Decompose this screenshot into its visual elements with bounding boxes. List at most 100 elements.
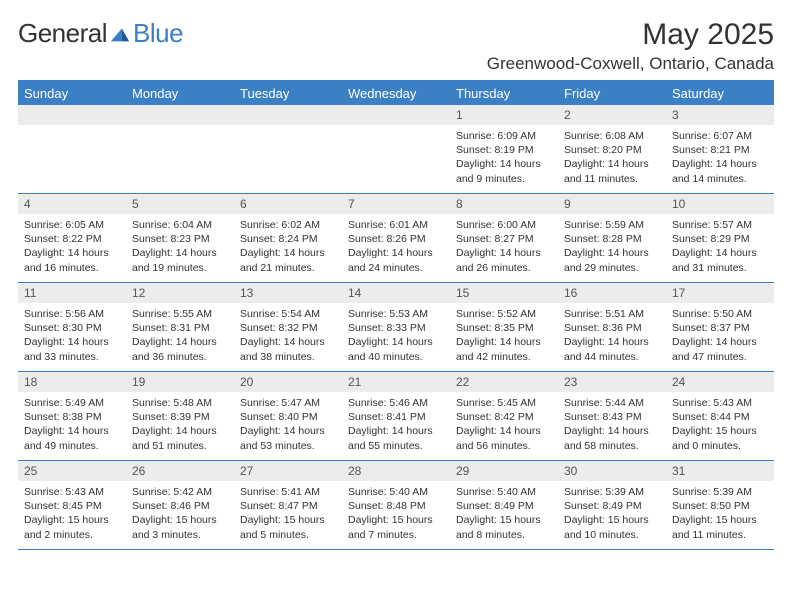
weekday-header: Saturday xyxy=(666,82,774,105)
day-cell: 7Sunrise: 6:01 AMSunset: 8:26 PMDaylight… xyxy=(342,194,450,282)
day-details: Sunrise: 5:47 AMSunset: 8:40 PMDaylight:… xyxy=(234,392,342,459)
day-cell: 2Sunrise: 6:08 AMSunset: 8:20 PMDaylight… xyxy=(558,105,666,193)
day-cell: 6Sunrise: 6:02 AMSunset: 8:24 PMDaylight… xyxy=(234,194,342,282)
day-details: Sunrise: 6:04 AMSunset: 8:23 PMDaylight:… xyxy=(126,214,234,281)
week-row: 18Sunrise: 5:49 AMSunset: 8:38 PMDayligh… xyxy=(18,372,774,461)
day-number: 10 xyxy=(666,194,774,214)
day-details: Sunrise: 5:39 AMSunset: 8:49 PMDaylight:… xyxy=(558,481,666,548)
day-details: Sunrise: 6:00 AMSunset: 8:27 PMDaylight:… xyxy=(450,214,558,281)
day-details: Sunrise: 5:40 AMSunset: 8:48 PMDaylight:… xyxy=(342,481,450,548)
day-number: 5 xyxy=(126,194,234,214)
day-details: Sunrise: 5:54 AMSunset: 8:32 PMDaylight:… xyxy=(234,303,342,370)
day-number: 25 xyxy=(18,461,126,481)
day-number: 22 xyxy=(450,372,558,392)
day-details: Sunrise: 5:41 AMSunset: 8:47 PMDaylight:… xyxy=(234,481,342,548)
day-number xyxy=(126,105,234,125)
weekday-header: Sunday xyxy=(18,82,126,105)
day-cell: 3Sunrise: 6:07 AMSunset: 8:21 PMDaylight… xyxy=(666,105,774,193)
day-number: 30 xyxy=(558,461,666,481)
day-cell: 13Sunrise: 5:54 AMSunset: 8:32 PMDayligh… xyxy=(234,283,342,371)
day-cell: 24Sunrise: 5:43 AMSunset: 8:44 PMDayligh… xyxy=(666,372,774,460)
day-number: 1 xyxy=(450,105,558,125)
day-cell: 10Sunrise: 5:57 AMSunset: 8:29 PMDayligh… xyxy=(666,194,774,282)
day-number: 15 xyxy=(450,283,558,303)
day-number: 19 xyxy=(126,372,234,392)
header: General Blue May 2025 Greenwood-Coxwell,… xyxy=(18,18,774,74)
day-details: Sunrise: 5:40 AMSunset: 8:49 PMDaylight:… xyxy=(450,481,558,548)
day-cell: 21Sunrise: 5:46 AMSunset: 8:41 PMDayligh… xyxy=(342,372,450,460)
day-cell: 22Sunrise: 5:45 AMSunset: 8:42 PMDayligh… xyxy=(450,372,558,460)
day-number: 4 xyxy=(18,194,126,214)
day-number: 3 xyxy=(666,105,774,125)
day-cell: 1Sunrise: 6:09 AMSunset: 8:19 PMDaylight… xyxy=(450,105,558,193)
day-details: Sunrise: 6:07 AMSunset: 8:21 PMDaylight:… xyxy=(666,125,774,192)
brand-logo: General Blue xyxy=(18,18,183,49)
day-cell: 28Sunrise: 5:40 AMSunset: 8:48 PMDayligh… xyxy=(342,461,450,549)
day-number: 29 xyxy=(450,461,558,481)
day-details: Sunrise: 6:09 AMSunset: 8:19 PMDaylight:… xyxy=(450,125,558,192)
day-cell: 4Sunrise: 6:05 AMSunset: 8:22 PMDaylight… xyxy=(18,194,126,282)
day-number: 8 xyxy=(450,194,558,214)
day-details: Sunrise: 5:44 AMSunset: 8:43 PMDaylight:… xyxy=(558,392,666,459)
day-number xyxy=(342,105,450,125)
location-text: Greenwood-Coxwell, Ontario, Canada xyxy=(487,54,774,74)
day-details: Sunrise: 5:43 AMSunset: 8:45 PMDaylight:… xyxy=(18,481,126,548)
day-number: 24 xyxy=(666,372,774,392)
day-cell: 31Sunrise: 5:39 AMSunset: 8:50 PMDayligh… xyxy=(666,461,774,549)
brand-triangle-icon xyxy=(109,23,131,45)
day-cell xyxy=(342,105,450,193)
week-row: 4Sunrise: 6:05 AMSunset: 8:22 PMDaylight… xyxy=(18,194,774,283)
day-cell: 25Sunrise: 5:43 AMSunset: 8:45 PMDayligh… xyxy=(18,461,126,549)
week-row: 1Sunrise: 6:09 AMSunset: 8:19 PMDaylight… xyxy=(18,105,774,194)
day-details: Sunrise: 5:59 AMSunset: 8:28 PMDaylight:… xyxy=(558,214,666,281)
day-number: 20 xyxy=(234,372,342,392)
day-number: 26 xyxy=(126,461,234,481)
day-details: Sunrise: 5:42 AMSunset: 8:46 PMDaylight:… xyxy=(126,481,234,548)
day-number xyxy=(234,105,342,125)
day-details: Sunrise: 5:46 AMSunset: 8:41 PMDaylight:… xyxy=(342,392,450,459)
day-number: 17 xyxy=(666,283,774,303)
day-details: Sunrise: 5:53 AMSunset: 8:33 PMDaylight:… xyxy=(342,303,450,370)
day-cell xyxy=(18,105,126,193)
day-details: Sunrise: 5:39 AMSunset: 8:50 PMDaylight:… xyxy=(666,481,774,548)
day-number: 18 xyxy=(18,372,126,392)
day-details: Sunrise: 5:56 AMSunset: 8:30 PMDaylight:… xyxy=(18,303,126,370)
day-cell: 12Sunrise: 5:55 AMSunset: 8:31 PMDayligh… xyxy=(126,283,234,371)
weekday-header: Monday xyxy=(126,82,234,105)
day-cell: 27Sunrise: 5:41 AMSunset: 8:47 PMDayligh… xyxy=(234,461,342,549)
weekday-header: Friday xyxy=(558,82,666,105)
day-number: 12 xyxy=(126,283,234,303)
day-details: Sunrise: 5:50 AMSunset: 8:37 PMDaylight:… xyxy=(666,303,774,370)
day-cell: 29Sunrise: 5:40 AMSunset: 8:49 PMDayligh… xyxy=(450,461,558,549)
day-cell: 15Sunrise: 5:52 AMSunset: 8:35 PMDayligh… xyxy=(450,283,558,371)
day-cell: 23Sunrise: 5:44 AMSunset: 8:43 PMDayligh… xyxy=(558,372,666,460)
week-row: 25Sunrise: 5:43 AMSunset: 8:45 PMDayligh… xyxy=(18,461,774,550)
weekday-header-row: SundayMondayTuesdayWednesdayThursdayFrid… xyxy=(18,82,774,105)
title-block: May 2025 Greenwood-Coxwell, Ontario, Can… xyxy=(487,18,774,74)
day-number: 31 xyxy=(666,461,774,481)
month-title: May 2025 xyxy=(487,18,774,52)
day-number: 28 xyxy=(342,461,450,481)
day-details: Sunrise: 5:48 AMSunset: 8:39 PMDaylight:… xyxy=(126,392,234,459)
day-cell: 20Sunrise: 5:47 AMSunset: 8:40 PMDayligh… xyxy=(234,372,342,460)
day-cell: 18Sunrise: 5:49 AMSunset: 8:38 PMDayligh… xyxy=(18,372,126,460)
day-cell: 30Sunrise: 5:39 AMSunset: 8:49 PMDayligh… xyxy=(558,461,666,549)
day-cell: 5Sunrise: 6:04 AMSunset: 8:23 PMDaylight… xyxy=(126,194,234,282)
day-cell: 9Sunrise: 5:59 AMSunset: 8:28 PMDaylight… xyxy=(558,194,666,282)
weekday-header: Thursday xyxy=(450,82,558,105)
day-details: Sunrise: 5:49 AMSunset: 8:38 PMDaylight:… xyxy=(18,392,126,459)
day-cell: 11Sunrise: 5:56 AMSunset: 8:30 PMDayligh… xyxy=(18,283,126,371)
brand-word1: General xyxy=(18,18,107,49)
day-details: Sunrise: 6:08 AMSunset: 8:20 PMDaylight:… xyxy=(558,125,666,192)
day-number: 27 xyxy=(234,461,342,481)
day-details: Sunrise: 5:51 AMSunset: 8:36 PMDaylight:… xyxy=(558,303,666,370)
day-number xyxy=(18,105,126,125)
day-cell xyxy=(126,105,234,193)
day-cell: 17Sunrise: 5:50 AMSunset: 8:37 PMDayligh… xyxy=(666,283,774,371)
day-cell: 19Sunrise: 5:48 AMSunset: 8:39 PMDayligh… xyxy=(126,372,234,460)
brand-word2: Blue xyxy=(133,18,183,49)
day-number: 11 xyxy=(18,283,126,303)
day-cell: 14Sunrise: 5:53 AMSunset: 8:33 PMDayligh… xyxy=(342,283,450,371)
day-number: 2 xyxy=(558,105,666,125)
week-row: 11Sunrise: 5:56 AMSunset: 8:30 PMDayligh… xyxy=(18,283,774,372)
